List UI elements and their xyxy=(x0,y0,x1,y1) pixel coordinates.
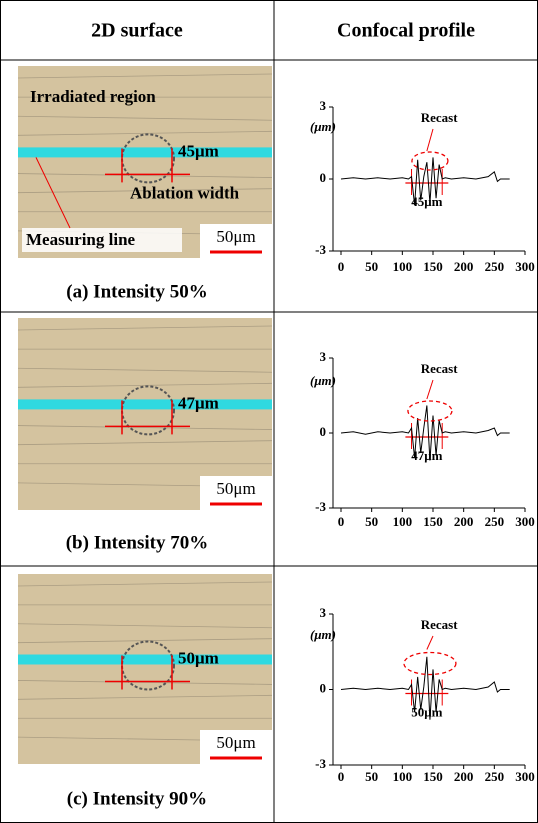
recast-label: Recast xyxy=(421,361,458,376)
recast-ring xyxy=(407,400,453,422)
x-tick-label: 50 xyxy=(365,259,378,274)
scratch xyxy=(17,581,273,587)
recast-ring xyxy=(411,151,449,171)
y-tick-label: 3 xyxy=(320,605,327,620)
y-tick-label: 3 xyxy=(320,349,327,364)
header-left: 2D surface xyxy=(91,20,183,42)
y-tick-label: 3 xyxy=(320,98,327,113)
region-label: Irradiated region xyxy=(30,87,156,106)
x-tick-label: 250 xyxy=(485,769,505,784)
x-tick-label: 150 xyxy=(423,514,443,529)
width-label: 45μm xyxy=(411,194,442,209)
scratch xyxy=(17,188,273,194)
y-tick-label: 0 xyxy=(320,680,327,695)
scratch xyxy=(17,623,273,629)
x-tick-label: 50 xyxy=(365,514,378,529)
x-tick-label: 200 xyxy=(454,259,474,274)
x-tick-label: 150 xyxy=(423,259,443,274)
measuring-band xyxy=(18,399,272,410)
line-label-box xyxy=(22,228,182,252)
scratch xyxy=(17,638,273,644)
width-label: 47μm xyxy=(178,393,219,412)
caption: (c) Intensity 90% xyxy=(67,788,207,809)
scratch xyxy=(17,694,273,700)
line-arrow xyxy=(35,157,71,229)
x-tick-label: 0 xyxy=(338,259,345,274)
scale-label: 50μm xyxy=(216,479,255,498)
y-tick-label: -3 xyxy=(315,756,326,771)
ablation-spot xyxy=(121,385,175,436)
y-tick-label: -3 xyxy=(315,242,326,257)
x-tick-label: 200 xyxy=(454,769,474,784)
header-right: Confocal profile xyxy=(337,20,475,42)
recast-arrow xyxy=(426,379,434,400)
scratch xyxy=(17,325,273,331)
ablation-spot xyxy=(121,133,175,184)
profile-line xyxy=(340,656,510,720)
scratch xyxy=(17,425,273,430)
x-tick-label: 300 xyxy=(515,769,535,784)
profile-line xyxy=(340,157,510,206)
y-tick-label: 0 xyxy=(320,424,327,439)
x-tick-label: 300 xyxy=(515,514,535,529)
width-label: 50μm xyxy=(411,704,442,719)
y-tick-label: 0 xyxy=(320,170,327,185)
recast-arrow xyxy=(426,128,434,152)
scratch xyxy=(17,130,273,136)
scratch xyxy=(17,680,273,685)
x-tick-label: 100 xyxy=(393,514,413,529)
width-label: 50μm xyxy=(178,648,219,667)
x-tick-label: 150 xyxy=(423,769,443,784)
scratch xyxy=(17,115,273,121)
measuring-band xyxy=(18,654,272,665)
x-tick-label: 100 xyxy=(393,769,413,784)
scratch xyxy=(17,367,273,373)
line-label: Measuring line xyxy=(26,230,136,249)
profile-line xyxy=(340,405,510,461)
recast-arrow xyxy=(426,635,434,650)
recast-ring xyxy=(403,651,457,676)
x-tick-label: 0 xyxy=(338,514,345,529)
ablation-spot xyxy=(121,640,175,691)
scratch xyxy=(17,382,273,388)
x-tick-label: 200 xyxy=(454,514,474,529)
measuring-band xyxy=(18,147,272,158)
x-tick-label: 250 xyxy=(485,514,505,529)
y-axis-label: (μm) xyxy=(310,119,336,134)
scratch xyxy=(17,73,273,79)
x-tick-label: 0 xyxy=(338,769,345,784)
y-axis-label: (μm) xyxy=(310,627,336,642)
x-tick-label: 300 xyxy=(515,259,535,274)
recast-label: Recast xyxy=(421,617,458,632)
recast-label: Recast xyxy=(421,110,458,125)
scale-label: 50μm xyxy=(216,733,255,752)
scratch xyxy=(17,173,273,178)
y-axis-label: (μm) xyxy=(310,373,336,388)
x-tick-label: 250 xyxy=(485,259,505,274)
caption: (b) Intensity 70% xyxy=(66,532,209,553)
x-tick-label: 100 xyxy=(393,259,413,274)
scale-label: 50μm xyxy=(216,227,255,246)
y-tick-label: -3 xyxy=(315,499,326,514)
scratch xyxy=(17,440,273,446)
width-label: 47μm xyxy=(411,448,442,463)
ablation-label: Ablation width xyxy=(130,183,240,202)
x-tick-label: 50 xyxy=(365,769,378,784)
width-label: 45μm xyxy=(178,141,219,160)
caption: (a) Intensity 50% xyxy=(66,281,207,302)
